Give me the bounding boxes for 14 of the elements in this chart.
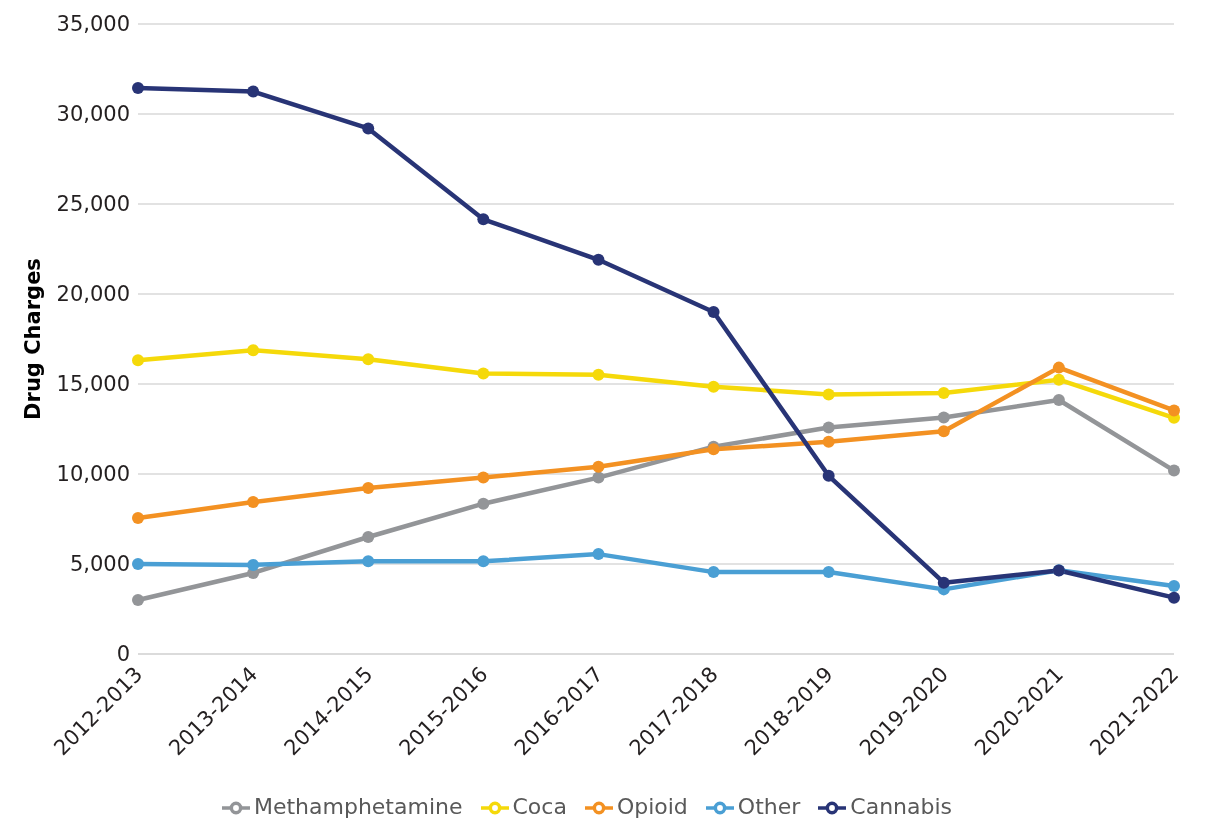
y-tick-label: 20,000 xyxy=(56,282,130,307)
y-tick-label: 35,000 xyxy=(56,12,130,37)
y-tick-label: 15,000 xyxy=(56,372,130,397)
legend-label: Methamphetamine xyxy=(253,794,463,819)
y-tick-label: 0 xyxy=(116,642,130,667)
legend-label: Opioid xyxy=(616,794,688,819)
legend-label: Coca xyxy=(512,794,567,819)
y-tick-label: 25,000 xyxy=(56,192,130,217)
y-axis-title: Drug Charges xyxy=(21,258,46,420)
y-tick-label: 10,000 xyxy=(56,462,130,487)
y-tick-label: 30,000 xyxy=(56,102,130,127)
legend-label: Other xyxy=(737,794,801,819)
legend-label: Cannabis xyxy=(850,794,953,819)
y-tick-label: 5,000 xyxy=(69,552,130,577)
